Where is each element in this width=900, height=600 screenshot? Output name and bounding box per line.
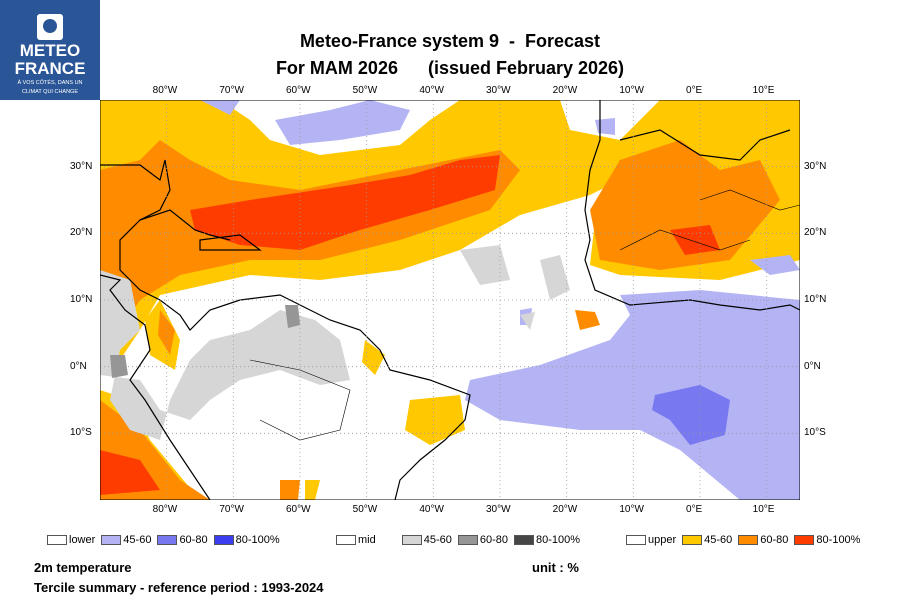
legend-label: 80-100% xyxy=(235,534,280,546)
meteo-france-logo: METEO FRANCE À VOS CÔTÉS, DANS UN CLIMAT… xyxy=(0,0,100,100)
lon-tick-label: 60°W xyxy=(286,85,311,96)
lon-tick-label: 0°E xyxy=(686,504,703,515)
lat-tick-label: 10°N xyxy=(70,294,93,305)
title-line-2: For MAM 2026 (issued February 2026) xyxy=(275,58,625,78)
variable-label: 2m temperature xyxy=(34,560,132,575)
legend-upper: upper 45-60 60-80 80-100% xyxy=(626,534,860,546)
logo-mark-icon xyxy=(37,14,63,40)
lon-tick-label: 10°W xyxy=(619,504,644,515)
lat-tick-label: 20°N xyxy=(804,227,827,239)
coastlines xyxy=(100,100,800,500)
legend-swatch xyxy=(336,535,356,545)
lon-tick-label: 20°W xyxy=(552,85,578,96)
lat-tick-label: 0°N xyxy=(70,360,87,372)
lon-tick-label: 80°W xyxy=(152,504,178,515)
logo-tagline: À VOS CÔTÉS, DANS UN xyxy=(17,80,83,86)
lat-tick-label: 10°N xyxy=(804,294,827,305)
legend-swatch xyxy=(682,535,703,545)
lat-tick-label: 0°N xyxy=(804,360,821,372)
lon-tick-label: 80°W xyxy=(152,85,178,96)
legend-label: 60-80 xyxy=(479,534,509,546)
legend-label: 45-60 xyxy=(123,534,152,546)
lon-tick-label: 40°W xyxy=(419,85,444,96)
lat-tick-label: 30°N xyxy=(804,160,827,172)
lon-tick-label: 20°W xyxy=(552,504,578,515)
legend-label: 60-80 xyxy=(760,534,789,546)
legend-label: 45-60 xyxy=(704,534,733,546)
reference-period-label: Tercile summary - reference period : 199… xyxy=(34,580,324,595)
legend-swatch xyxy=(457,535,478,545)
lon-tick-label: 30°W xyxy=(486,504,511,515)
lon-tick-label: 10°W xyxy=(619,85,644,96)
legend-label: lower xyxy=(69,534,96,546)
graticule xyxy=(100,100,800,500)
lon-tick-label: 60°W xyxy=(286,504,311,515)
lon-tick-label: 30°W xyxy=(486,85,511,96)
legend-swatch xyxy=(738,535,759,545)
legend-lower: lower 45-60 60-80 80-100% xyxy=(47,534,280,546)
logo-text: FRANCE xyxy=(14,59,86,78)
lon-tick-label: 50°W xyxy=(352,85,378,96)
lon-tick-label: 0°E xyxy=(686,85,703,96)
lon-tick-label: 10°E xyxy=(752,85,775,96)
legend-swatch xyxy=(794,535,815,545)
legend-swatch xyxy=(101,535,122,545)
legend-label: 45-60 xyxy=(423,534,452,546)
upper-80-100-region xyxy=(100,155,720,495)
logo-tagline: CLIMAT QUI CHANGE xyxy=(21,89,79,95)
forecast-map xyxy=(100,100,800,500)
lon-tick-label: 50°W xyxy=(352,504,378,515)
legend-swatch xyxy=(213,535,234,545)
unit-label: unit : % xyxy=(532,560,579,575)
lon-tick-label: 10°E xyxy=(752,504,775,515)
legend-swatch xyxy=(47,535,67,545)
legend-label: mid xyxy=(358,534,376,546)
lat-tick-label: 30°N xyxy=(70,160,93,172)
legend-swatch xyxy=(157,535,178,545)
legend-label: 80-100% xyxy=(536,534,581,546)
legend-label: 80-100% xyxy=(816,534,861,546)
lower-60-80-region xyxy=(652,385,730,445)
mid-60-80-region xyxy=(110,305,300,378)
legend-label: upper xyxy=(648,534,677,546)
lon-tick-label: 70°W xyxy=(219,85,244,96)
lon-tick-label: 70°W xyxy=(219,504,244,515)
legend-mid: mid 45-60 60-80 80-100% xyxy=(336,534,580,546)
logo-text: METEO xyxy=(19,41,81,60)
title-line-1: Meteo-France system 9 - Forecast xyxy=(299,31,601,51)
lat-tick-label: 20°N xyxy=(70,227,93,239)
lon-tick-label: 40°W xyxy=(419,504,444,515)
lat-tick-label: 10°S xyxy=(70,427,92,439)
legend-swatch xyxy=(514,535,535,545)
legend-swatch xyxy=(626,535,646,545)
legend-label: 60-80 xyxy=(179,534,208,546)
legend-swatch xyxy=(401,535,422,545)
lat-tick-label: 10°S xyxy=(804,427,826,439)
